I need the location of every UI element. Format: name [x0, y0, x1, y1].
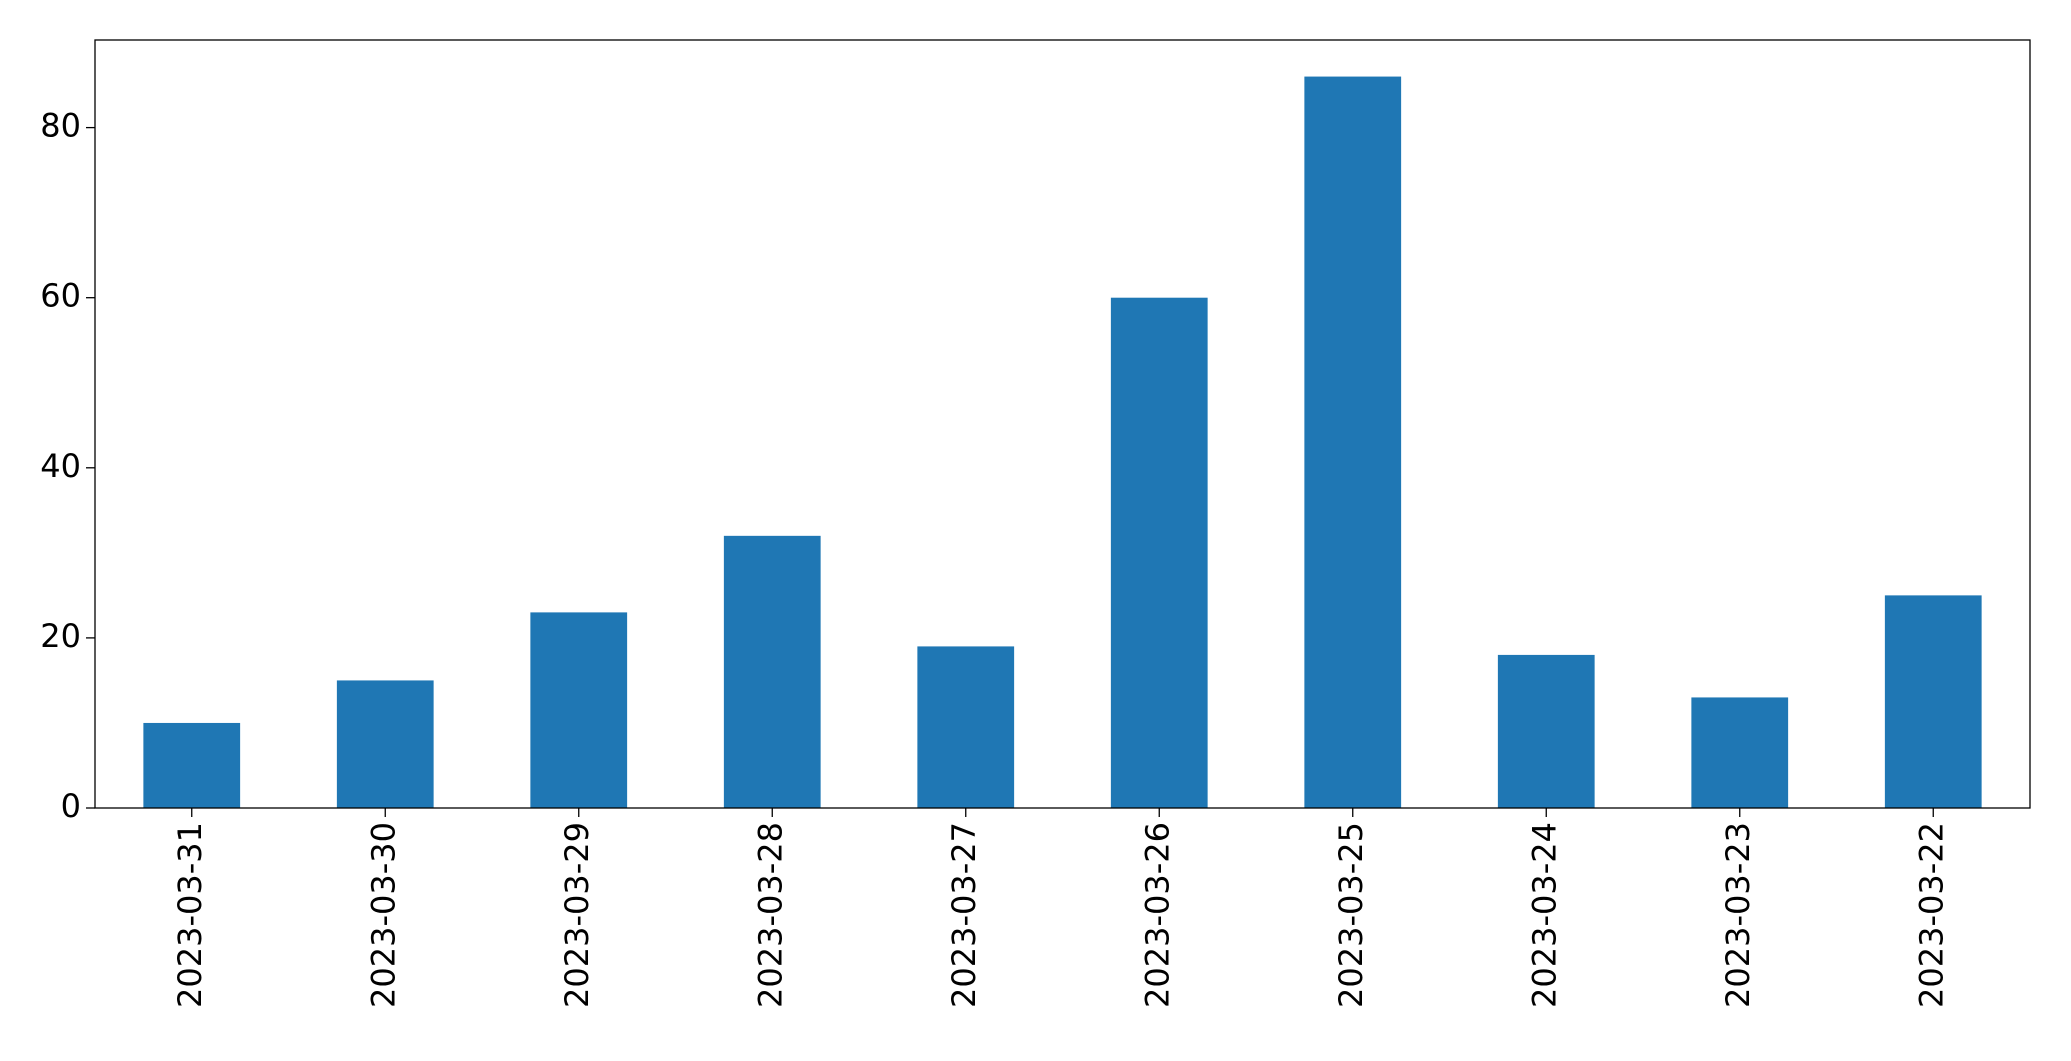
axes-frame	[94, 39, 2031, 809]
x-tick-label: 2023-03-27	[945, 822, 983, 1008]
x-tick-label: 2023-03-31	[171, 822, 209, 1008]
y-tick-label: 80	[40, 107, 81, 145]
bar	[336, 680, 434, 808]
x-tick-label: 2023-03-25	[1332, 822, 1370, 1008]
bar	[1110, 297, 1208, 808]
bar	[723, 535, 821, 808]
x-tick-label: 2023-03-26	[1138, 822, 1176, 1008]
bar	[1497, 654, 1595, 808]
y-tick-label: 60	[40, 277, 81, 315]
x-tick-label: 2023-03-30	[364, 822, 402, 1008]
x-tick-label: 2023-03-28	[751, 822, 789, 1008]
x-tick-label: 2023-03-24	[1525, 822, 1563, 1008]
y-tick-label: 40	[40, 447, 81, 485]
bar	[917, 646, 1015, 808]
bar	[1304, 76, 1402, 809]
y-tick-label: 20	[40, 617, 81, 655]
bar	[1691, 697, 1789, 808]
bar	[530, 612, 628, 808]
x-tick-label: 2023-03-23	[1719, 822, 1757, 1008]
x-tick-label: 2023-03-29	[558, 822, 596, 1008]
y-tick-label: 0	[61, 787, 81, 825]
x-tick-label: 2023-03-22	[1912, 822, 1950, 1008]
bar	[143, 722, 241, 808]
bar	[1884, 595, 1982, 808]
